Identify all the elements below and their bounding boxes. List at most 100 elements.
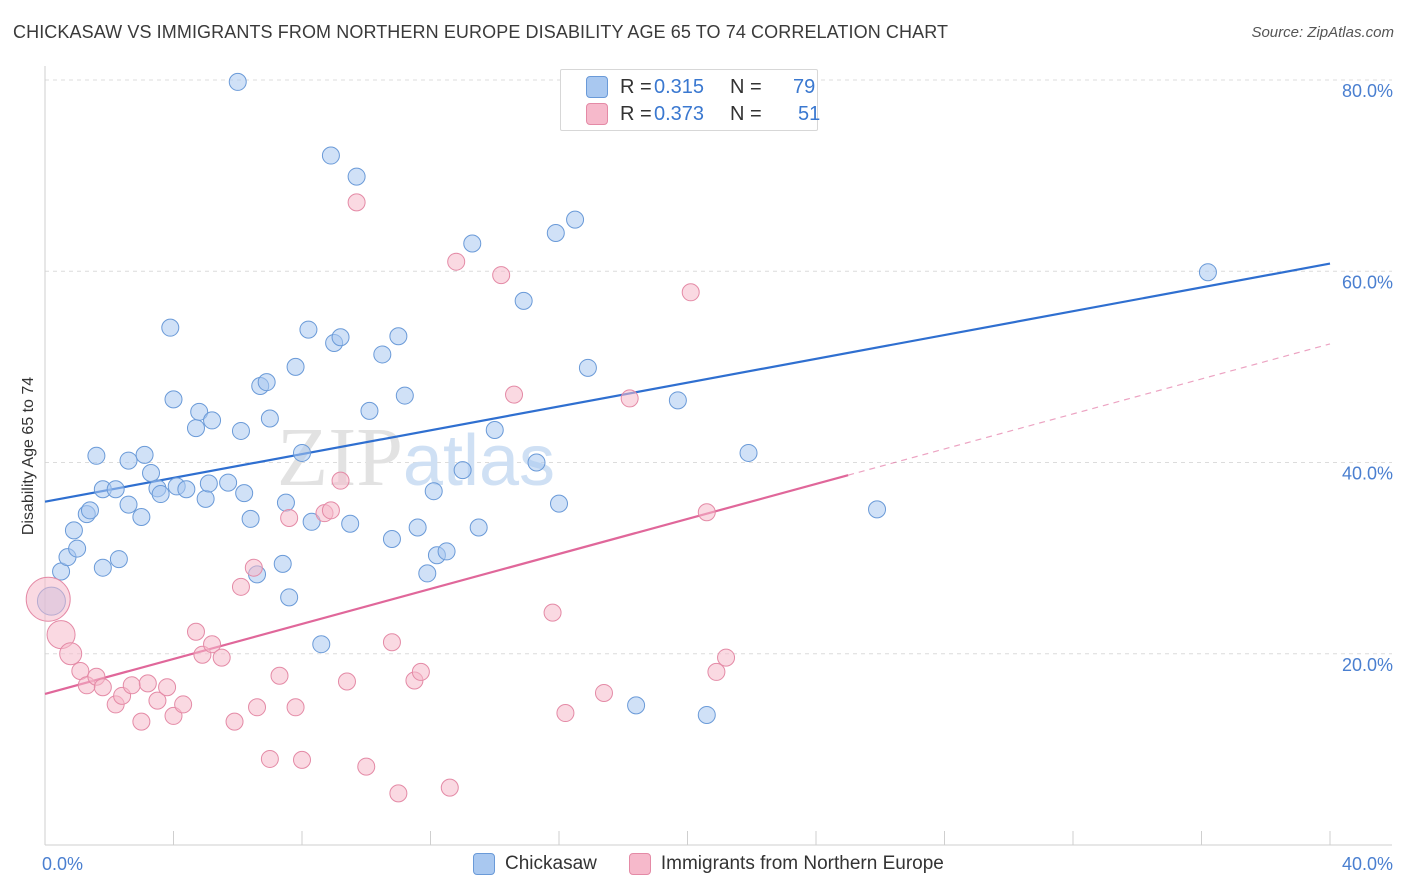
- point-chickasaw: [408, 518, 427, 537]
- legend-item-immigrants: Immigrants from Northern Europe: [628, 853, 944, 875]
- point-immigrants: [158, 678, 177, 697]
- point-immigrants: [244, 558, 263, 577]
- stats-r-label: R =: [620, 75, 652, 98]
- point-chickasaw: [293, 443, 311, 462]
- point-immigrants: [248, 698, 267, 717]
- point-immigrants: [543, 603, 562, 622]
- y-tick-label: 60.0%: [1342, 272, 1393, 292]
- point-immigrants: [186, 622, 205, 641]
- point-chickasaw: [93, 558, 112, 577]
- point-chickasaw: [68, 539, 87, 558]
- point-immigrants: [212, 648, 231, 667]
- point-chickasaw: [196, 489, 215, 508]
- point-immigrants: [382, 633, 401, 652]
- point-chickasaw: [286, 357, 305, 376]
- point-chickasaw: [190, 402, 209, 421]
- x-tick-label: 40.0%: [1342, 854, 1393, 874]
- point-chickasaw: [231, 421, 250, 440]
- point-immigrants: [280, 508, 299, 527]
- point-chickasaw: [321, 146, 340, 165]
- point-chickasaw: [331, 328, 350, 347]
- point-chickasaw: [273, 554, 292, 573]
- point-immigrants: [293, 750, 311, 769]
- stats-n-label: N =: [730, 102, 762, 125]
- point-immigrants: [93, 678, 112, 697]
- point-immigrants: [225, 712, 244, 731]
- chart-source: Source: ZipAtlas.com: [1251, 24, 1394, 41]
- trend-line-0: [44, 262, 1331, 503]
- point-chickasaw: [389, 327, 408, 346]
- point-chickasaw: [514, 291, 533, 310]
- point-chickasaw: [373, 345, 392, 364]
- point-chickasaw: [199, 474, 218, 493]
- point-chickasaw: [668, 391, 687, 410]
- y-tick-label: 20.0%: [1342, 655, 1393, 675]
- point-chickasaw: [260, 409, 279, 428]
- point-chickasaw: [469, 518, 488, 537]
- stats-n-value: 79: [793, 75, 816, 98]
- point-immigrants: [594, 683, 613, 702]
- point-chickasaw: [312, 635, 331, 654]
- point-chickasaw: [418, 564, 437, 583]
- stats-n-label: N =: [730, 75, 762, 98]
- point-chickasaw: [119, 495, 138, 514]
- point-chickasaw: [697, 705, 716, 724]
- point-chickasaw: [132, 508, 151, 527]
- point-immigrants: [231, 577, 250, 596]
- point-chickasaw: [360, 401, 379, 420]
- point-immigrants: [321, 501, 340, 520]
- point-chickasaw: [627, 696, 646, 715]
- point-immigrants: [717, 648, 736, 667]
- point-immigrants: [164, 706, 183, 725]
- legend: Chickasaw Immigrants from Northern Europ…: [473, 849, 976, 879]
- point-chickasaw: [739, 443, 758, 462]
- stats-box: R = 0.315 N = 79 R = 0.373 N = 51: [560, 69, 821, 131]
- point-immigrants: [59, 642, 83, 666]
- point-immigrants: [174, 695, 193, 714]
- point-chickasaw: [437, 542, 456, 561]
- watermark: ZIPatlas: [277, 411, 555, 504]
- data-points: [25, 72, 1217, 803]
- point-chickasaw: [302, 512, 321, 531]
- point-chickasaw: [280, 588, 299, 607]
- point-chickasaw: [347, 167, 366, 186]
- point-immigrants: [411, 662, 430, 681]
- point-chickasaw: [257, 373, 276, 392]
- stats-n-value: 51: [798, 102, 821, 125]
- point-chickasaw: [578, 358, 597, 377]
- point-chickasaw: [142, 464, 161, 483]
- point-chickasaw: [164, 390, 183, 409]
- legend-item-chickasaw: Chickasaw: [473, 853, 597, 875]
- point-chickasaw: [382, 530, 401, 548]
- point-chickasaw: [299, 320, 318, 339]
- point-chickasaw: [186, 419, 205, 438]
- stats-swatch-immigrants: [586, 103, 608, 125]
- stats-swatch-chickasaw: [586, 76, 608, 98]
- point-chickasaw: [463, 234, 482, 253]
- legend-swatch-immigrants: [628, 853, 651, 875]
- point-chickasaw: [203, 411, 222, 430]
- point-immigrants: [132, 712, 151, 731]
- x-tick-labels: 0.0% 40.0%: [42, 854, 1393, 874]
- point-immigrants: [148, 691, 167, 710]
- point-immigrants: [556, 704, 575, 723]
- point-immigrants: [286, 698, 305, 717]
- point-chickasaw: [395, 386, 414, 405]
- point-immigrants: [707, 662, 726, 681]
- point-chickasaw: [546, 224, 565, 242]
- trend-lines: [44, 262, 1331, 695]
- point-chickasaw: [424, 482, 443, 501]
- point-immigrants: [270, 666, 289, 685]
- point-chickasaw: [135, 445, 154, 464]
- point-chickasaw: [64, 521, 83, 540]
- point-immigrants: [492, 266, 511, 285]
- point-chickasaw: [177, 480, 196, 499]
- axes: [44, 66, 1392, 846]
- legend-label-immigrants: Immigrants from Northern Europe: [660, 853, 944, 874]
- point-chickasaw: [109, 550, 128, 569]
- point-chickasaw: [527, 453, 546, 472]
- legend-label-chickasaw: Chickasaw: [505, 853, 597, 874]
- point-chickasaw: [119, 451, 138, 470]
- point-chickasaw: [80, 501, 99, 520]
